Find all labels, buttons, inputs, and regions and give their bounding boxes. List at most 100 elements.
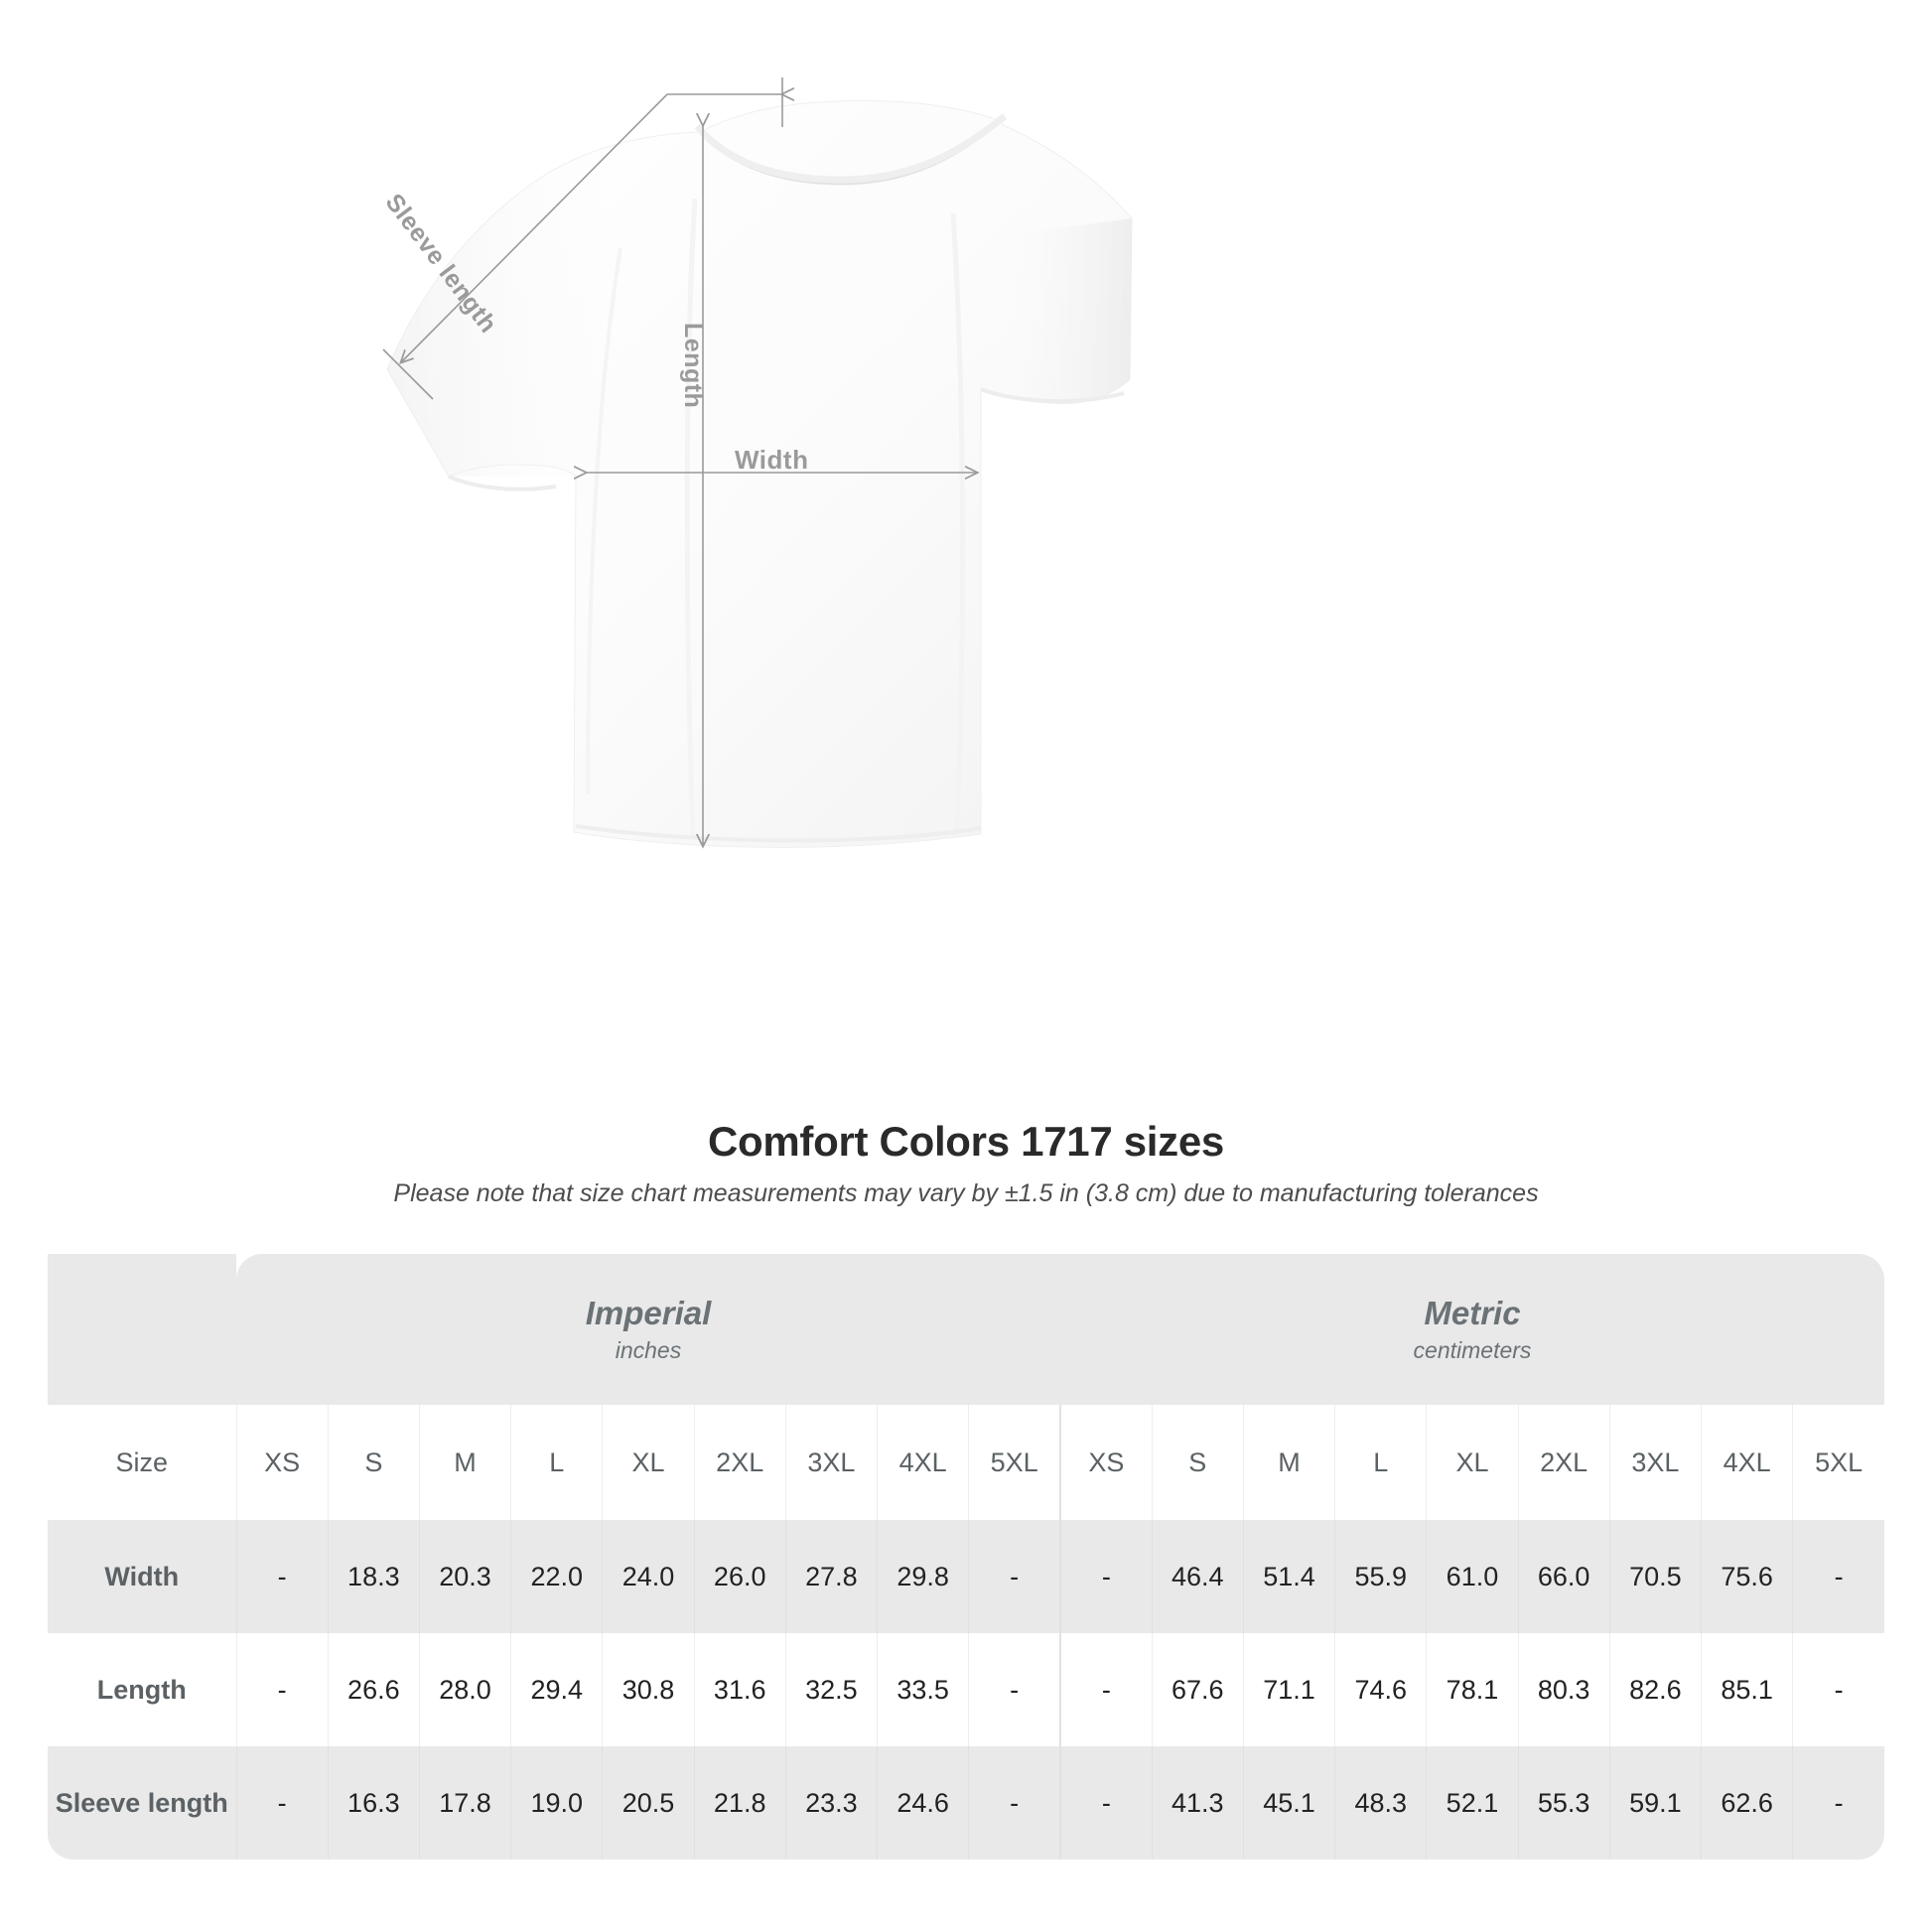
cell-sleeve-length-metric-xl: 52.1 [1426,1746,1519,1860]
cell-width-metric-3xl: 70.5 [1608,1520,1702,1633]
sleeve-length-arrow [401,94,782,362]
cell-width-imperial-5xl: - [968,1520,1060,1633]
cell-sleeve-length-imperial-5xl: - [968,1746,1060,1860]
cell-width-imperial-3xl: 27.8 [784,1520,878,1633]
cell-sleeve-length-imperial-4xl: 24.6 [877,1746,969,1860]
cell-width-metric-2xl: 66.0 [1517,1520,1610,1633]
size-header-metric-xs: XS [1058,1405,1153,1520]
unit-header-imperial: Imperial inches [236,1254,1060,1405]
row-label-width: Width [48,1520,236,1633]
cell-width-metric-4xl: 75.6 [1700,1520,1793,1633]
table-row: Sleeve length -16.3 17.8 19.0 20.5 21.8 23.3 24… [48,1746,1884,1860]
cell-sleeve-length-imperial-l: 19.0 [510,1746,603,1860]
cell-sleeve-length-metric-4xl: 62.6 [1700,1746,1793,1860]
cell-length-imperial-4xl: 33.5 [877,1633,969,1746]
cell-length-imperial-xs: - [235,1633,329,1746]
size-header-metric-m: M [1242,1405,1335,1520]
cell-length-imperial-5xl: - [968,1633,1060,1746]
cell-sleeve-length-imperial-xl: 20.5 [602,1746,695,1860]
size-header-imperial-4xl: 4XL [877,1405,969,1520]
size-header-metric-xl: XL [1426,1405,1519,1520]
sleeve-end-tick [382,348,434,400]
row-label-length: Length [48,1633,236,1746]
cell-sleeve-length-metric-2xl: 55.3 [1517,1746,1610,1860]
cell-width-imperial-4xl: 29.8 [877,1520,969,1633]
cell-length-imperial-3xl: 32.5 [784,1633,878,1746]
cell-length-metric-4xl: 85.1 [1700,1633,1793,1746]
width-label: Width [735,445,809,475]
size-header-imperial-l: L [510,1405,603,1520]
cell-length-metric-l: 74.6 [1334,1633,1427,1746]
cell-length-metric-xs: - [1058,1633,1153,1746]
cell-width-metric-xs: - [1058,1520,1153,1633]
tshirt-measurement-diagram: Sleeve length Length Width [379,77,1133,1112]
page-title: Comfort Colors 1717 sizes [707,1118,1224,1165]
cell-length-metric-xl: 78.1 [1426,1633,1519,1746]
size-header-row: Size XS S M L XL 2XL 3XL 4XL 5XL XS S M L XL 2XL 3XL 4XL 5… [48,1405,1884,1520]
cell-sleeve-length-metric-l: 48.3 [1334,1746,1427,1860]
cell-sleeve-length-metric-xs: - [1058,1746,1153,1860]
length-label: Length [679,323,707,409]
cell-length-metric-m: 71.1 [1242,1633,1335,1746]
size-header-metric-3xl: 3XL [1608,1405,1702,1520]
chart-heading-block: Comfort Colors 1717 sizes Please note th… [0,1118,1932,1208]
cell-length-metric-2xl: 80.3 [1517,1633,1610,1746]
cell-length-metric-5xl: - [1792,1633,1884,1746]
size-header-imperial-3xl: 3XL [784,1405,878,1520]
size-header-imperial-5xl: 5XL [968,1405,1060,1520]
size-header-imperial-m: M [418,1405,511,1520]
unit-name: Metric [1424,1295,1521,1332]
cell-length-imperial-m: 28.0 [418,1633,511,1746]
cell-width-metric-s: 46.4 [1151,1520,1244,1633]
measurement-guides [382,77,977,846]
cell-width-imperial-m: 20.3 [418,1520,511,1633]
row-label-sleeve-length: Sleeve length [48,1746,236,1860]
cell-length-imperial-s: 26.6 [327,1633,420,1746]
size-header-imperial-xl: XL [602,1405,695,1520]
cell-sleeve-length-metric-m: 45.1 [1242,1746,1335,1860]
cell-length-metric-s: 67.6 [1151,1633,1244,1746]
size-header-imperial-2xl: 2XL [693,1405,786,1520]
table-row: Width -18.3 20.3 22.0 24.0 26.0 27.8 29.8- -46.4… [48,1520,1884,1633]
size-header-imperial-s: S [327,1405,420,1520]
size-header-metric-4xl: 4XL [1700,1405,1793,1520]
tshirt-illustration [382,77,1133,1112]
unit-header-row: Imperial inches Metric centimeters [48,1254,1884,1405]
cell-sleeve-length-imperial-3xl: 23.3 [784,1746,878,1860]
size-table-container: Imperial inches Metric centimeters Size XS S M L… [48,1254,1884,1860]
size-header-label: Size [48,1405,236,1520]
cell-width-metric-l: 55.9 [1334,1520,1427,1633]
unit-row-spacer [48,1254,236,1405]
size-header-metric-5xl: 5XL [1792,1405,1884,1520]
cell-length-imperial-2xl: 31.6 [693,1633,786,1746]
cell-sleeve-length-imperial-m: 17.8 [418,1746,511,1860]
cell-sleeve-length-metric-s: 41.3 [1151,1746,1244,1860]
cell-length-imperial-xl: 30.8 [602,1633,695,1746]
cell-width-metric-m: 51.4 [1242,1520,1335,1633]
cell-width-imperial-xs: - [235,1520,329,1633]
unit-name: Imperial [585,1295,712,1332]
cell-length-imperial-l: 29.4 [510,1633,603,1746]
cell-width-metric-xl: 61.0 [1426,1520,1519,1633]
cell-sleeve-length-imperial-2xl: 21.8 [693,1746,786,1860]
cell-sleeve-length-metric-3xl: 59.1 [1608,1746,1702,1860]
cell-length-metric-3xl: 82.6 [1608,1633,1702,1746]
tolerance-note: Please note that size chart measurements… [393,1179,1539,1207]
size-header-metric-l: L [1334,1405,1427,1520]
cell-width-imperial-xl: 24.0 [602,1520,695,1633]
size-header-imperial-xs: XS [235,1405,329,1520]
size-chart-table: Imperial inches Metric centimeters Size XS S M L… [48,1254,1884,1860]
unit-header-metric: Metric centimeters [1059,1254,1884,1405]
cell-width-imperial-2xl: 26.0 [693,1520,786,1633]
cell-sleeve-length-imperial-s: 16.3 [327,1746,420,1860]
unit-subtitle: inches [615,1336,682,1363]
cell-width-imperial-l: 22.0 [510,1520,603,1633]
cell-sleeve-length-imperial-xs: - [235,1746,329,1860]
cell-width-imperial-s: 18.3 [327,1520,420,1633]
cell-width-metric-5xl: - [1792,1520,1884,1633]
size-header-metric-s: S [1151,1405,1244,1520]
unit-subtitle: centimeters [1413,1336,1532,1363]
size-header-metric-2xl: 2XL [1517,1405,1610,1520]
cell-sleeve-length-metric-5xl: - [1792,1746,1884,1860]
table-row: Length -26.6 28.0 29.4 30.8 31.6 32.5 33.5- -67.… [48,1633,1884,1746]
